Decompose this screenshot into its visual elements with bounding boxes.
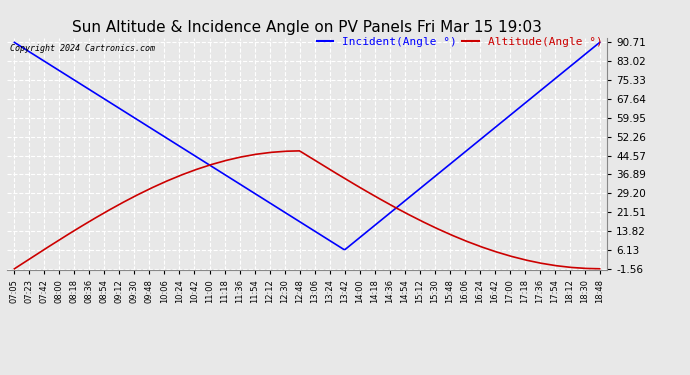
Text: Copyright 2024 Cartronics.com: Copyright 2024 Cartronics.com <box>10 45 155 54</box>
Legend: Incident(Angle °), Altitude(Angle °): Incident(Angle °), Altitude(Angle °) <box>312 33 607 52</box>
Title: Sun Altitude & Incidence Angle on PV Panels Fri Mar 15 19:03: Sun Altitude & Incidence Angle on PV Pan… <box>72 20 542 35</box>
